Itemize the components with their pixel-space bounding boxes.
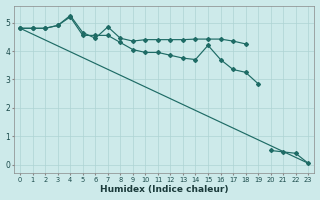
X-axis label: Humidex (Indice chaleur): Humidex (Indice chaleur): [100, 185, 228, 194]
